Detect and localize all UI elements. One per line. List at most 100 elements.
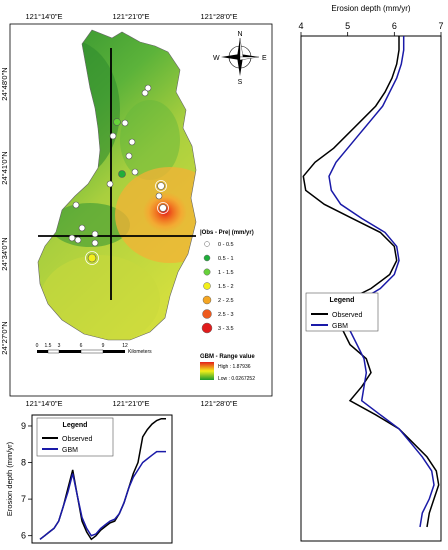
compass-e: E bbox=[262, 55, 267, 62]
obs-point bbox=[106, 180, 114, 188]
map-border bbox=[9, 23, 273, 397]
bottom-chart: Erosion depth (mm/yr) 6 7 8 9 Legend Observ… bbox=[5, 414, 173, 544]
obs-legend-swatch bbox=[203, 268, 211, 276]
obs-legend-title: |Obs - Pre| (mm/yr) bbox=[200, 230, 254, 236]
obs-legend-swatch bbox=[203, 282, 211, 290]
bottom-ytick-label: 8 bbox=[21, 458, 26, 468]
scale-tick: 12 bbox=[122, 343, 128, 349]
lat-tick: 24°41'0"N bbox=[0, 151, 9, 184]
obs-point bbox=[128, 138, 136, 146]
right-xtick-label: 5 bbox=[345, 21, 350, 31]
gbm-legend-title: GBM - Range value bbox=[200, 354, 255, 360]
right-chart-xticks: 4 5 6 7 bbox=[298, 21, 444, 36]
obs-legend-label: 0 - 0.5 bbox=[218, 242, 234, 248]
obs-legend-label: 3 - 3.5 bbox=[218, 326, 234, 332]
obs-point-ring bbox=[85, 251, 99, 265]
scale-tick: 9 bbox=[102, 343, 105, 349]
lat-tick: 24°27'0"N bbox=[0, 321, 9, 354]
right-xtick-label: 7 bbox=[438, 21, 443, 31]
right-legend-label-gbm: GBM bbox=[332, 323, 348, 330]
compass-w: W bbox=[213, 55, 220, 62]
obs-legend-swatch bbox=[201, 322, 213, 334]
obs-point bbox=[78, 224, 86, 232]
bottom-chart-series bbox=[39, 417, 166, 541]
obs-point bbox=[121, 119, 129, 127]
obs-point bbox=[87, 253, 97, 263]
scale-tick: 3 bbox=[58, 343, 61, 349]
bottom-chart-legend: Legend Observed GBM bbox=[36, 417, 114, 457]
obs-point bbox=[144, 84, 152, 92]
obs-legend: |Obs - Pre| (mm/yr) 0 - 0.5 0.5 - 1 1 - 1.… bbox=[200, 230, 254, 334]
obs-point-ring bbox=[155, 180, 167, 192]
obs-point bbox=[109, 132, 117, 140]
right-chart-legend: Legend Observed GBM bbox=[305, 292, 379, 332]
lon-labels-top: 121°14'0"E 121°21'0"E 121°28'0"E bbox=[25, 12, 237, 21]
obs-legend-swatch bbox=[202, 309, 212, 319]
obs-point bbox=[118, 170, 126, 178]
right-chart-xlabel: Erosion depth (mm/yr) bbox=[331, 4, 410, 13]
obs-legend-label: 2 - 2.5 bbox=[218, 298, 234, 304]
right-series-line-gbm bbox=[328, 36, 435, 528]
obs-point bbox=[113, 118, 121, 126]
obs-legend-swatch bbox=[203, 254, 211, 262]
lon-tick-top: 121°14'0"E bbox=[25, 12, 62, 21]
obs-point bbox=[125, 152, 133, 160]
map-frame: 121°14'0"E 121°21'0"E 121°28'0"E 121°14'… bbox=[0, 12, 273, 408]
obs-point bbox=[141, 89, 149, 97]
obs-legend-swatch bbox=[204, 241, 210, 247]
right-chart: Erosion depth (mm/yr) 4 5 6 7 Legend Observ… bbox=[298, 4, 444, 542]
bottom-legend-label-gbm: GBM bbox=[62, 447, 78, 454]
right-series-line-observed bbox=[302, 36, 440, 528]
obs-legend-swatch bbox=[202, 295, 212, 305]
lat-tick: 24°48'0"N bbox=[0, 67, 9, 100]
right-chart-frame bbox=[300, 35, 442, 542]
gbm-raster bbox=[38, 30, 196, 340]
bottom-ytick-label: 7 bbox=[21, 494, 26, 504]
obs-point bbox=[68, 234, 76, 242]
observation-points bbox=[68, 84, 169, 265]
right-legend-label-observed: Observed bbox=[332, 312, 362, 319]
compass-s: S bbox=[238, 79, 243, 86]
obs-legend-label: 0.5 - 1 bbox=[218, 256, 234, 262]
obs-legend-label: 1.5 - 2 bbox=[218, 284, 234, 290]
bottom-ytick-label: 6 bbox=[21, 531, 26, 541]
lon-labels-bottom: 121°14'0"E 121°21'0"E 121°28'0"E bbox=[25, 399, 237, 408]
right-legend-title: Legend bbox=[330, 297, 355, 304]
bottom-chart-yticks: 6 7 8 9 bbox=[21, 421, 32, 541]
watershed-boundary bbox=[37, 29, 197, 341]
right-chart-series bbox=[302, 36, 440, 528]
north-arrow-compass: N S E W bbox=[213, 31, 267, 86]
obs-legend-label: 2.5 - 3 bbox=[218, 312, 234, 318]
obs-point bbox=[72, 201, 80, 209]
lon-tick-bottom: 121°14'0"E bbox=[25, 399, 62, 408]
obs-point bbox=[91, 230, 99, 238]
gbm-legend-low: Low : 0.0267252 bbox=[218, 376, 255, 382]
scale-tick: 1.5 bbox=[45, 343, 52, 349]
obs-point bbox=[159, 204, 167, 212]
obs-point bbox=[131, 168, 139, 176]
bottom-chart-ylabel: Erosion depth (mm/yr) bbox=[5, 441, 14, 516]
obs-point bbox=[155, 192, 163, 200]
bottom-chart-frame bbox=[31, 414, 173, 544]
gbm-legend: GBM - Range value High : 1.87936 Low : 0… bbox=[200, 354, 255, 382]
lon-tick-top: 121°21'0"E bbox=[112, 12, 149, 21]
lon-tick-bottom: 121°28'0"E bbox=[200, 399, 237, 408]
scale-tick: 0 bbox=[36, 343, 39, 349]
obs-point-ring bbox=[157, 202, 169, 214]
gbm-legend-high: High : 1.87936 bbox=[218, 364, 251, 370]
compass-n: N bbox=[237, 31, 242, 38]
bottom-ytick-label: 9 bbox=[21, 421, 26, 431]
right-xtick-label: 6 bbox=[392, 21, 397, 31]
scale-tick: 6 bbox=[80, 343, 83, 349]
right-xtick-label: 4 bbox=[298, 21, 303, 31]
obs-point bbox=[157, 182, 165, 190]
bottom-legend-title: Legend bbox=[63, 422, 88, 429]
lon-tick-bottom: 121°21'0"E bbox=[112, 399, 149, 408]
obs-legend-label: 1 - 1.5 bbox=[218, 270, 234, 276]
bottom-series-line-gbm bbox=[39, 450, 166, 540]
lat-labels: 24°48'0"N 24°41'0"N 24°34'0"N 24°27'0"N bbox=[0, 67, 9, 354]
scale-bar: 0 1.5 3 6 9 12 Kilometers bbox=[36, 343, 153, 355]
obs-point bbox=[91, 239, 99, 247]
scale-unit: Kilometers bbox=[128, 349, 152, 355]
